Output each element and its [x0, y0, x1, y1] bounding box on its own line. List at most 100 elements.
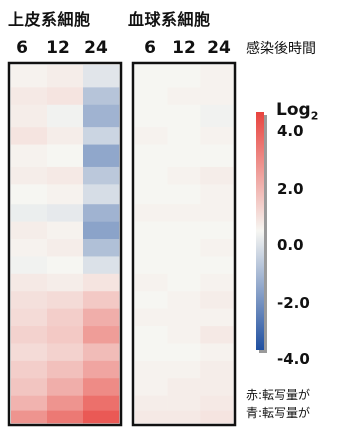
heatmap-cell [83, 410, 120, 424]
column-label: 24 [84, 38, 108, 58]
heatmap-cell [83, 395, 120, 411]
colorbar-tick-label: 0.0 [277, 236, 304, 254]
column-label: 12 [46, 38, 70, 58]
heatmap-cell [135, 395, 168, 411]
heatmap-cell [11, 239, 48, 257]
heatmap-cell [11, 166, 48, 185]
heatmap-cell [167, 291, 201, 309]
panel-title-blood: 血球系細胞 [128, 10, 211, 29]
heatmap-cell [135, 104, 168, 128]
heatmap-cell [83, 166, 120, 185]
column-label: 12 [172, 38, 196, 58]
heatmap-cell [47, 65, 84, 88]
heatmap-cell [11, 204, 48, 222]
heatmap-cell [135, 256, 168, 275]
heatmap-cell [200, 239, 234, 257]
heatmap-cell [200, 204, 234, 222]
heatmap-cell [167, 378, 201, 396]
heatmap-cell [47, 410, 84, 424]
colorbar-tick-label: -4.0 [277, 350, 310, 368]
colorbar-tick-label: 4.0 [277, 122, 304, 140]
heatmap-cell [11, 104, 48, 128]
heatmap-cell [200, 144, 234, 168]
heatmap-cell [200, 360, 234, 379]
note-blue: 青:転写量が [246, 406, 311, 420]
heatmap-cell [11, 273, 48, 292]
column-label: 6 [144, 38, 156, 58]
heatmap-cell [200, 291, 234, 309]
heatmap-cell [47, 395, 84, 411]
heatmap-cell [167, 184, 201, 205]
heatmap-cell [200, 166, 234, 185]
heatmap-cell [167, 221, 201, 240]
heatmap-cell [11, 395, 48, 411]
heatmap-cell [47, 273, 84, 292]
heatmap-cell [135, 221, 168, 240]
heatmap-cell [11, 378, 48, 396]
heatmap-cell [200, 184, 234, 205]
heatmap-cell [47, 291, 84, 309]
heatmap-cell [167, 144, 201, 168]
heatmap-cell [167, 127, 201, 145]
heatmap-cell [83, 221, 120, 240]
heatmap-cell [11, 127, 48, 145]
column-label: 6 [16, 38, 28, 58]
heatmap-cell [47, 378, 84, 396]
heatmap-cell [135, 378, 168, 396]
colorbar-title: Log2 [276, 100, 319, 123]
heatmap-cell [135, 308, 168, 327]
panel-title-epithelial: 上皮系細胞 [8, 10, 91, 29]
heatmap-cell [83, 326, 120, 344]
heatmap-cell [167, 395, 201, 411]
heatmap-cell [83, 256, 120, 275]
panel-frame [7, 61, 123, 427]
heatmap-cell [47, 204, 84, 222]
column-label: 24 [207, 38, 231, 58]
heatmap-cell [200, 378, 234, 396]
heatmap-cell [11, 144, 48, 168]
colorbar-tick-label: -2.0 [277, 294, 310, 312]
axis-label-time: 感染後時間 [246, 41, 316, 57]
heatmap-cell [167, 326, 201, 344]
panel-frame [131, 61, 237, 427]
heatmap-cell [167, 273, 201, 292]
heatmap-cell [83, 144, 120, 168]
heatmap-cell [83, 239, 120, 257]
heatmap-cell [135, 65, 168, 88]
heatmap-cell [200, 127, 234, 145]
heatmap-cell [83, 184, 120, 205]
heatmap-cell [11, 343, 48, 362]
heatmap-cell [135, 184, 168, 205]
heatmap-cell [83, 378, 120, 396]
heatmap-cell [135, 410, 168, 424]
heatmap-cell [47, 326, 84, 344]
heatmap-cell [47, 343, 84, 362]
heatmap-cell [47, 256, 84, 275]
heatmap-cell [167, 360, 201, 379]
heatmap-cell [47, 184, 84, 205]
heatmap-cell [200, 410, 234, 424]
heatmap-cell [167, 87, 201, 106]
heatmap-cell [47, 239, 84, 257]
heatmap-cell [11, 87, 48, 106]
heatmap-cell [135, 343, 168, 362]
heatmap-cell [200, 343, 234, 362]
heatmap-cell [11, 256, 48, 275]
heatmap-cell [135, 144, 168, 168]
heatmap-cell [47, 360, 84, 379]
heatmap-cell [83, 204, 120, 222]
heatmap-cell [200, 221, 234, 240]
heatmap-cell [11, 360, 48, 379]
heatmap-cell [83, 343, 120, 362]
heatmap-cell [167, 239, 201, 257]
heatmap-cell [200, 256, 234, 275]
heatmap-cell [47, 166, 84, 185]
heatmap-cell [200, 395, 234, 411]
heatmap-cell [47, 87, 84, 106]
heatmap-cell [167, 410, 201, 424]
heatmap-cell [135, 127, 168, 145]
heatmap-cell [11, 410, 48, 424]
heatmap-cell [167, 104, 201, 128]
heatmap-cell [47, 127, 84, 145]
heatmap-cell [135, 360, 168, 379]
